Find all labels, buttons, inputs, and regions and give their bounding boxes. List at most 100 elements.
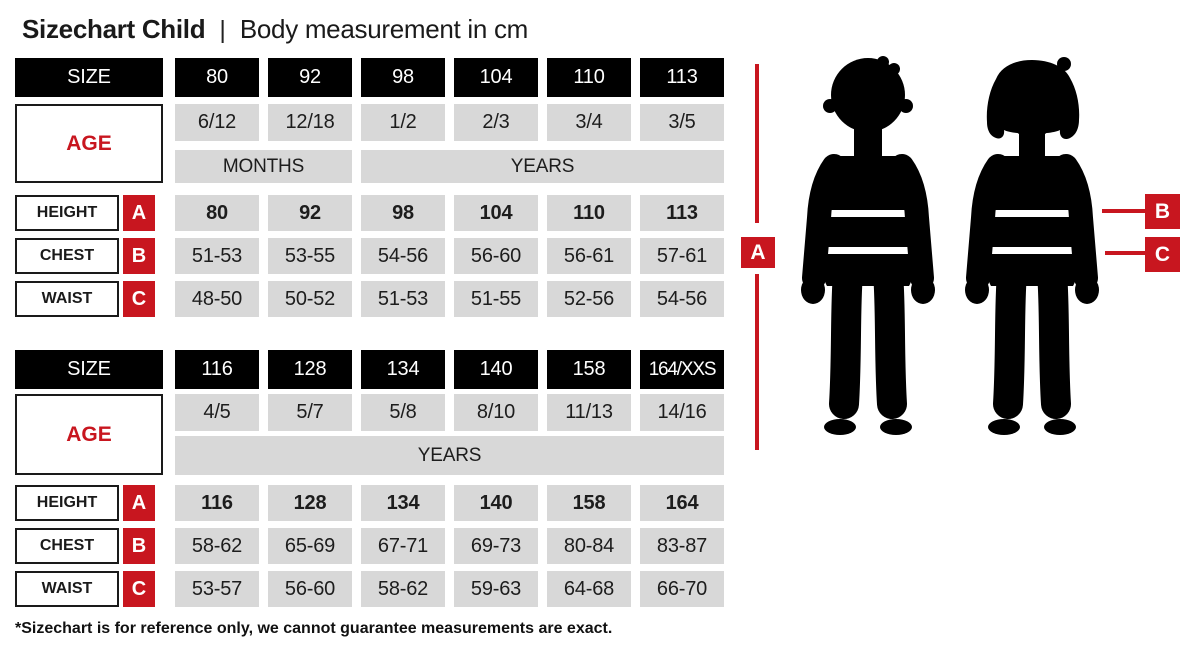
title-subtitle: Body measurement in cm — [239, 14, 529, 44]
table2-marker-c: C — [123, 571, 155, 607]
girl-foot-right — [1044, 419, 1076, 435]
boy-foot-right — [880, 419, 912, 435]
table2-height-row: HEIGHT A 116 128 134 140 158 164 — [15, 485, 727, 521]
boy-hand-left — [801, 276, 825, 304]
table2-height-col-5: 158 — [547, 485, 631, 521]
table2-height-label: HEIGHT — [15, 485, 119, 521]
table1-waist-col-5: 52-56 — [547, 281, 631, 317]
table1-age-col-2: 12/18 — [268, 104, 352, 141]
table2-age-col-3: 5/8 — [361, 394, 445, 431]
table2-chest-col-3: 67-71 — [361, 528, 445, 564]
table2-age-col-2: 5/7 — [268, 394, 352, 431]
table2-size-col-3: 134 — [361, 350, 445, 389]
table1-size-header: SIZE — [15, 58, 163, 97]
table2-marker-b: B — [123, 528, 155, 564]
height-measure-line-top — [755, 64, 759, 223]
table2-age-row: 4/5 5/7 5/8 8/10 11/13 14/16 — [15, 394, 727, 431]
table1-age-col-3: 1/2 — [361, 104, 445, 141]
table1-chest-col-4: 56-60 — [454, 238, 538, 274]
table1-height-col-2: 92 — [268, 195, 352, 231]
table1-marker-a: A — [123, 195, 155, 231]
boy-silhouette — [801, 56, 935, 435]
table1-waist-col-2: 50-52 — [268, 281, 352, 317]
girl-body — [980, 57, 1084, 435]
footnote: *Sizechart is for reference only, we can… — [15, 620, 613, 637]
table1-waist-col-1: 48-50 — [175, 281, 259, 317]
table2-height-col-6: 164 — [640, 485, 724, 521]
table2-age-col-5: 11/13 — [547, 394, 631, 431]
table2-marker-a: A — [123, 485, 155, 521]
table1-waist-col-3: 51-53 — [361, 281, 445, 317]
table2-waist-col-1: 53-57 — [175, 571, 259, 607]
table1-chest-col-1: 51-53 — [175, 238, 259, 274]
table1-size-col-6: 113 — [640, 58, 724, 97]
boy-foot-left — [824, 419, 856, 435]
boy-ear-right — [899, 99, 913, 113]
chest-pointer-line — [1102, 209, 1145, 213]
table2-size-col-6: 164/XXS — [640, 350, 724, 389]
table1-age-header: AGE — [15, 104, 163, 183]
boy-ear-left — [823, 99, 837, 113]
table2-waist-col-6: 66-70 — [640, 571, 724, 607]
table2-height-col-1: 116 — [175, 485, 259, 521]
table2-chest-col-5: 80-84 — [547, 528, 631, 564]
table2-height-col-2: 128 — [268, 485, 352, 521]
table2-age-header: AGE — [15, 394, 163, 475]
boy-chest-line — [818, 210, 918, 217]
table1-size-col-4: 104 — [454, 58, 538, 97]
table2-chest-col-2: 65-69 — [268, 528, 352, 564]
table1-age-col-5: 3/4 — [547, 104, 631, 141]
table1-marker-c: C — [123, 281, 155, 317]
girl-waist-line — [984, 247, 1080, 254]
table2-chest-row: CHEST B 58-62 65-69 67-71 69-73 80-84 83… — [15, 528, 727, 564]
table2-chest-col-1: 58-62 — [175, 528, 259, 564]
table2-age-col-1: 4/5 — [175, 394, 259, 431]
table2-size-col-2: 128 — [268, 350, 352, 389]
girl-foot-left — [988, 419, 1020, 435]
girl-hand-left — [965, 276, 989, 304]
table1-chest-col-5: 56-61 — [547, 238, 631, 274]
table2-years-cell: YEARS — [175, 436, 724, 475]
boy-body — [816, 56, 920, 435]
table1-chest-col-2: 53-55 — [268, 238, 352, 274]
table1-size-col-5: 110 — [547, 58, 631, 97]
girl-hair-tuft — [1057, 57, 1071, 71]
table1-marker-b: B — [123, 238, 155, 274]
table2-age-col-6: 14/16 — [640, 394, 724, 431]
boy-waist-line — [820, 247, 916, 254]
table1-age-col-6: 3/5 — [640, 104, 724, 141]
table2-waist-row: WAIST C 53-57 56-60 58-62 59-63 64-68 66… — [15, 571, 727, 607]
table2-waist-col-2: 56-60 — [268, 571, 352, 607]
table1-waist-col-6: 54-56 — [640, 281, 724, 317]
boy-neck — [854, 124, 882, 162]
page-title: Sizechart Child | Body measurement in cm — [22, 14, 528, 45]
table2-size-col-5: 158 — [547, 350, 631, 389]
table1-years-cell: YEARS — [361, 150, 724, 183]
table1-height-col-6: 113 — [640, 195, 724, 231]
table2-height-col-4: 140 — [454, 485, 538, 521]
table2-size-col-1: 116 — [175, 350, 259, 389]
girl-arm-right — [1054, 154, 1098, 290]
table1-waist-col-4: 51-55 — [454, 281, 538, 317]
table1-height-label: HEIGHT — [15, 195, 119, 231]
table2-size-header: SIZE — [15, 350, 163, 389]
girl-leg-left — [993, 257, 1027, 419]
diagram-marker-c: C — [1145, 237, 1180, 272]
girl-silhouette — [965, 57, 1099, 435]
table2-waist-label: WAIST — [15, 571, 119, 607]
table1-height-col-4: 104 — [454, 195, 538, 231]
girl-chest-line — [982, 210, 1082, 217]
table1-age-col-4: 2/3 — [454, 104, 538, 141]
table2-chest-col-4: 69-73 — [454, 528, 538, 564]
table2-waist-col-5: 64-68 — [547, 571, 631, 607]
table1-waist-label: WAIST — [15, 281, 119, 317]
waist-pointer-line — [1105, 251, 1145, 255]
boy-leg-right — [873, 257, 907, 419]
table2-waist-col-4: 59-63 — [454, 571, 538, 607]
table1-age-row: 6/12 12/18 1/2 2/3 3/4 3/5 — [15, 104, 727, 141]
table1-height-col-3: 98 — [361, 195, 445, 231]
table2-height-col-3: 134 — [361, 485, 445, 521]
boy-head — [831, 58, 905, 132]
table1-size-row: SIZE 80 92 98 104 110 113 — [15, 58, 727, 97]
table2-size-row: SIZE 116 128 134 140 158 164/XXS — [15, 350, 727, 389]
